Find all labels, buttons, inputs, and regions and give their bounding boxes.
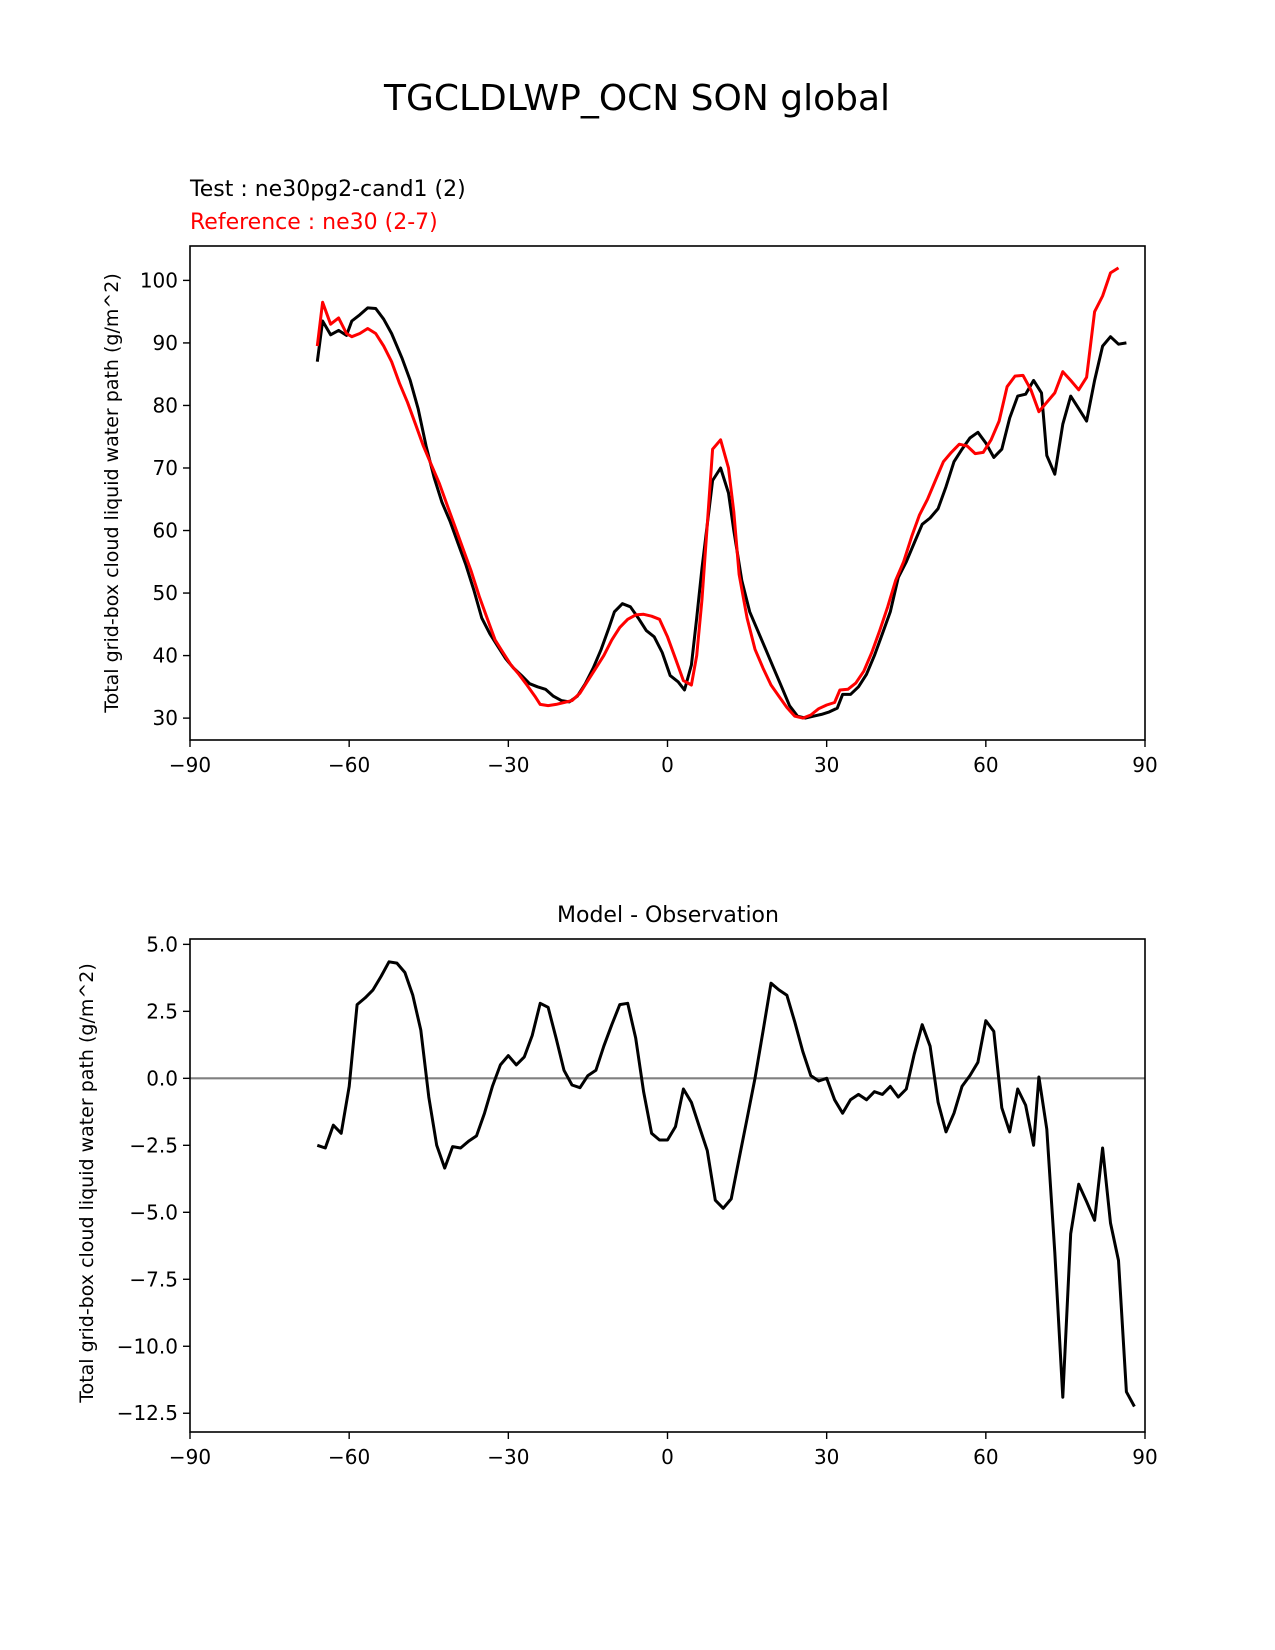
top-x-tick-label: −60 [328, 753, 370, 777]
top-y-tick-label: 30 [153, 706, 178, 730]
bottom-x-tick-label: −90 [169, 1445, 211, 1469]
bottom-panel-title: Model - Observation [557, 903, 779, 928]
top-y-tick-label: 90 [153, 331, 178, 355]
top-y-tick-label: 40 [153, 644, 178, 668]
bottom-y-tick-label: −5.0 [129, 1200, 178, 1224]
test-label: Test : ne30pg2-cand1 (2) [189, 177, 466, 202]
top-axes-group: −90 −60 −30 0 30 60 90 30 40 50 60 70 80 90 100 [140, 245, 1158, 777]
top-y-axis-label: Total grid-box cloud liquid water path (… [101, 273, 123, 714]
top-series-group [315, 266, 1127, 720]
top-x-tick-label: 60 [973, 753, 998, 777]
bottom-y-axis-label: Total grid-box cloud liquid water path (… [76, 963, 98, 1404]
top-y-tick-label: 60 [153, 519, 178, 543]
bottom-y-tick-label: −2.5 [129, 1133, 178, 1157]
bottom-y-tick-label: −10.0 [117, 1334, 178, 1358]
bottom-series-group [190, 960, 1145, 1408]
reference-label: Reference : ne30 (2-7) [190, 210, 438, 235]
top-x-tick-label: −90 [169, 753, 211, 777]
bottom-panel: Model - Observation Total grid-box cloud… [76, 903, 1158, 1469]
top-y-tick-label: 100 [140, 268, 178, 292]
bottom-x-tick-label: 60 [973, 1445, 998, 1469]
bottom-y-tick-label: −7.5 [129, 1267, 178, 1291]
bottom-y-tick-label: 0.0 [146, 1066, 178, 1090]
bottom-y-tick-label: 5.0 [146, 932, 178, 956]
bottom-x-tick-label: 90 [1132, 1445, 1157, 1469]
top-y-tick-label: 80 [153, 393, 178, 417]
bottom-x-tick-label: 30 [814, 1445, 839, 1469]
figure-title: TGCLDLWP_OCN SON global [383, 78, 890, 119]
top-y-tick-label: 50 [153, 581, 178, 605]
top-panel: Test : ne30pg2-cand1 (2) Reference : ne3… [101, 177, 1158, 777]
bottom-x-tick-label: 0 [661, 1445, 674, 1469]
bottom-y-tick-label: 2.5 [146, 999, 178, 1023]
top-series-line-0 [315, 306, 1127, 720]
top-x-tick-label: 0 [661, 753, 674, 777]
bottom-series-line-0 [316, 960, 1136, 1408]
top-x-tick-label: 30 [814, 753, 839, 777]
bottom-x-tick-label: −60 [328, 1445, 370, 1469]
top-y-tick-label: 70 [153, 456, 178, 480]
top-series-line-1 [315, 266, 1120, 720]
bottom-x-tick-label: −30 [487, 1445, 529, 1469]
bottom-axes-group: −90 −60 −30 0 30 60 90 5.0 2.5 0.0 −2.5 −5.0 −7.5 −10… [117, 932, 1158, 1469]
top-x-tick-label: −30 [487, 753, 529, 777]
top-x-tick-label: 90 [1132, 753, 1157, 777]
bottom-y-tick-label: −12.5 [117, 1401, 178, 1425]
